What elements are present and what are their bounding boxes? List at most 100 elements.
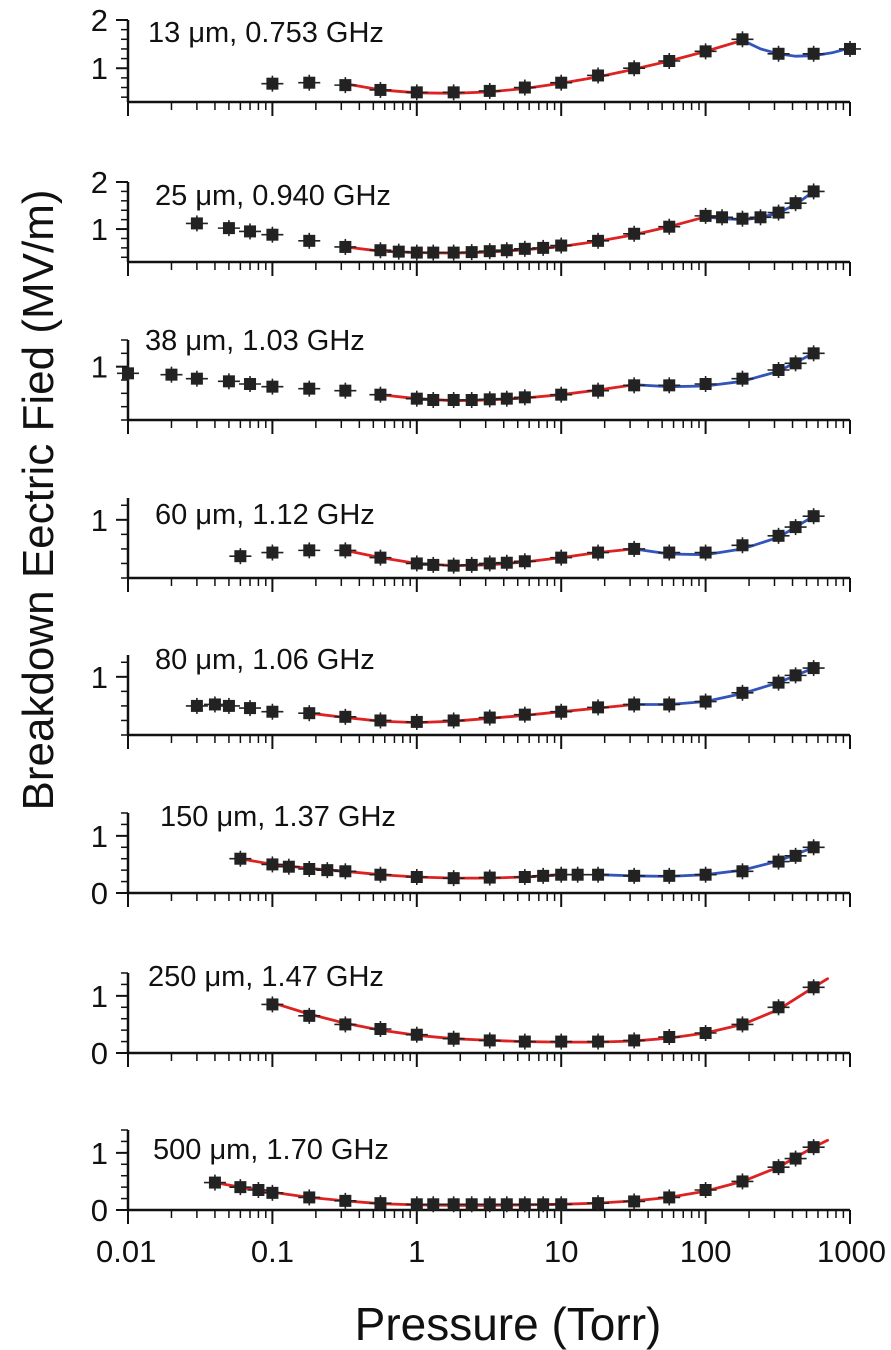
data-marker: [518, 555, 531, 568]
data-marker: [465, 1198, 478, 1211]
y-tick-label: 2: [91, 3, 108, 38]
data-marker: [571, 868, 584, 881]
data-point: [532, 867, 555, 884]
data-marker: [190, 372, 203, 385]
data-marker: [165, 368, 178, 381]
data-marker: [555, 239, 568, 252]
data-marker: [339, 544, 352, 557]
data-point: [731, 31, 754, 48]
data-point: [784, 195, 807, 212]
data-point: [369, 1021, 392, 1037]
data-point: [261, 544, 284, 561]
data-point: [731, 863, 754, 880]
data-point: [550, 1033, 573, 1050]
panel-3: 1 60 μm, 1.12 GHz: [91, 498, 851, 592]
data-marker: [427, 246, 440, 259]
data-marker: [555, 1198, 568, 1211]
data-marker: [465, 394, 478, 406]
data-marker: [410, 392, 423, 405]
data-point: [495, 554, 518, 571]
data-marker: [807, 981, 820, 994]
data-point: [731, 1016, 754, 1033]
data-point: [658, 867, 681, 884]
data-marker: [266, 998, 279, 1011]
data-point: [711, 209, 734, 226]
data-marker: [699, 1027, 712, 1039]
data-point: [298, 380, 321, 397]
data-point: [369, 242, 392, 259]
data-marker: [772, 364, 785, 376]
data-point: [694, 693, 717, 710]
data-point: [298, 1007, 321, 1024]
y-tick-label: 1: [91, 979, 108, 1014]
data-point: [478, 1032, 501, 1049]
y-tick-label: 1: [91, 660, 108, 695]
data-point: [478, 243, 501, 260]
data-marker: [410, 86, 423, 99]
data-marker: [392, 245, 405, 258]
data-marker: [772, 676, 785, 689]
data-marker: [483, 245, 496, 258]
data-point: [550, 74, 573, 91]
data-point: [802, 839, 825, 856]
data-point: [334, 77, 357, 94]
data-point: [369, 866, 392, 883]
data-marker: [628, 379, 641, 392]
data-point: [277, 858, 300, 875]
panel-4: 1 80 μm, 1.06 GHz: [91, 644, 851, 749]
data-marker: [374, 83, 387, 96]
data-point: [587, 1033, 610, 1050]
data-point: [261, 856, 284, 873]
data-marker: [699, 695, 712, 708]
data-marker: [628, 1195, 641, 1208]
data-marker: [736, 372, 749, 385]
data-point: [334, 708, 357, 725]
data-point: [460, 556, 483, 573]
data-marker: [663, 698, 676, 711]
data-point: [694, 376, 717, 392]
data-point: [298, 705, 321, 722]
data-marker: [447, 872, 460, 885]
data-point: [767, 1159, 790, 1176]
data-marker: [518, 391, 531, 404]
data-marker: [190, 699, 203, 712]
data-marker: [447, 1032, 460, 1045]
data-marker: [807, 47, 820, 60]
data-marker: [465, 246, 478, 259]
data-marker: [266, 228, 279, 241]
data-marker: [222, 699, 235, 712]
data-marker: [789, 1152, 802, 1165]
data-marker: [736, 1175, 749, 1188]
data-marker: [663, 55, 676, 67]
data-marker: [555, 76, 568, 89]
data-marker: [772, 1001, 785, 1014]
data-point: [239, 223, 262, 240]
data-marker: [807, 185, 820, 198]
data-marker: [339, 1194, 352, 1207]
data-marker: [663, 1031, 676, 1043]
data-marker: [555, 868, 568, 881]
data-marker: [483, 393, 496, 406]
data-point: [784, 519, 807, 536]
data-point: [532, 1196, 555, 1213]
panel-6: 0 1 250 μm, 1.47 GHz: [91, 961, 851, 1071]
data-point: [767, 853, 790, 870]
data-point: [802, 508, 825, 525]
y-tick-label: 1: [91, 1136, 108, 1171]
data-point: [587, 382, 610, 399]
data-point: [478, 82, 501, 99]
data-point: [247, 1182, 270, 1198]
data-point: [784, 667, 807, 684]
data-point: [316, 862, 339, 879]
data-point: [513, 869, 536, 885]
data-marker: [374, 868, 387, 881]
data-point: [334, 1192, 357, 1209]
data-marker: [208, 1176, 221, 1189]
data-point: [422, 1196, 445, 1213]
data-marker: [772, 1161, 785, 1174]
data-marker: [807, 510, 820, 523]
data-point: [532, 239, 555, 256]
data-marker: [447, 246, 460, 259]
data-point: [784, 1150, 807, 1167]
data-point: [566, 866, 589, 883]
